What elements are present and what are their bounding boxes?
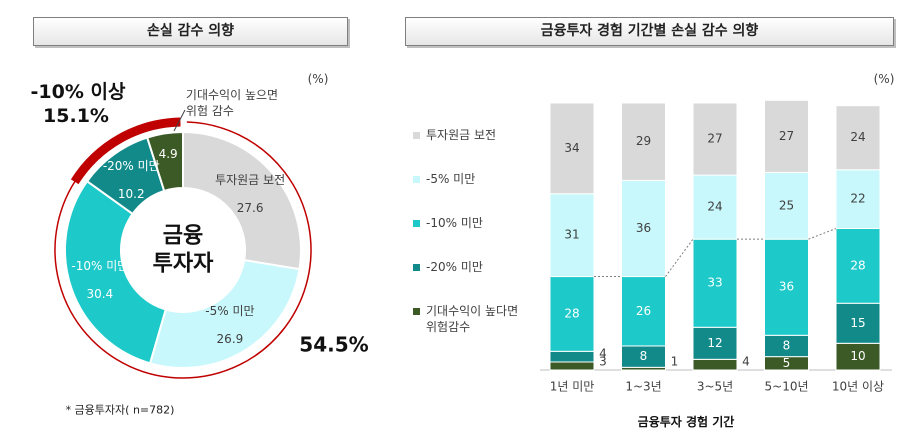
bar-segment — [764, 99, 809, 173]
highlight-arc — [70, 117, 181, 185]
value-label: 36 — [779, 280, 794, 294]
bar-segment — [621, 179, 666, 278]
annotation-label: -10% 이상 — [30, 81, 126, 104]
bar-segment — [692, 326, 738, 360]
bar-segment — [621, 276, 666, 347]
x-tick-label: 3~5년 — [697, 380, 733, 394]
bar-segment — [835, 105, 881, 171]
unit-label: (%) — [307, 71, 329, 86]
value-label: 25 — [779, 198, 794, 212]
value-label: 12 — [707, 336, 722, 350]
value-label: 28 — [564, 306, 579, 320]
value-label: 30.4 — [86, 286, 114, 301]
legend-swatch — [413, 264, 420, 271]
value-label: 3 — [599, 355, 607, 369]
center-label: 금융 투자자 — [152, 223, 214, 277]
value-label: 5 — [783, 356, 791, 370]
value-label: 22 — [850, 192, 865, 206]
segment-label: 투자원금 보전 — [215, 172, 286, 187]
bar-segment — [549, 102, 595, 195]
bar-segment — [835, 342, 881, 371]
bar-segment — [764, 238, 809, 336]
legend-label: 투자원금 보전 — [426, 128, 497, 142]
value-label: 24 — [707, 200, 722, 214]
bar-segment — [835, 227, 881, 304]
bar-segment — [692, 102, 738, 176]
donut-segment — [182, 130, 302, 271]
value-label: 10.2 — [117, 186, 145, 201]
value-label: 4 — [599, 346, 607, 360]
bar-segment — [621, 102, 666, 181]
segment-label: -10% 미만 — [71, 258, 129, 273]
legend-label: -5% 미만 — [426, 172, 476, 186]
bar-segment — [692, 358, 738, 371]
value-label: 29 — [636, 134, 651, 148]
connector — [808, 228, 837, 240]
legend-swatch — [413, 176, 420, 183]
chart-title: 금융투자 경험 기간별 손실 감수 의향 — [405, 17, 894, 46]
donut-segment — [148, 258, 301, 369]
segment-label: -5% 미만 — [205, 304, 255, 319]
value-label: 15 — [850, 316, 865, 330]
value-label: 27 — [707, 132, 722, 146]
value-label: 33 — [707, 276, 722, 290]
legend-label: 기대수익이 높다면 위험감수 — [426, 304, 519, 335]
x-tick-label: 5~10년 — [765, 380, 809, 394]
bar-segment — [835, 302, 881, 344]
legend-swatch — [413, 132, 420, 139]
value-label: 4.9 — [158, 147, 178, 162]
bar-segment — [692, 174, 738, 240]
chart-title: 손실 감수 의향 — [33, 17, 348, 46]
legend-label: -10% 미만 — [426, 216, 483, 230]
bracket-arc — [54, 121, 312, 379]
footnote: * 금융투자자( n=782) — [65, 403, 175, 417]
bar-segment — [835, 169, 881, 229]
value-label: 27.6 — [236, 200, 264, 215]
x-axis-title: 금융투자 경험 기간 — [637, 414, 735, 429]
value-label: 4 — [742, 355, 750, 369]
bar-segment — [764, 171, 809, 240]
bar-segment — [549, 361, 595, 371]
donut-segment — [64, 179, 167, 365]
value-label: 26.9 — [216, 332, 244, 347]
annotation-value: 15.1% — [43, 105, 109, 128]
value-label: 10 — [850, 349, 865, 363]
unit-label: (%) — [873, 71, 895, 86]
value-label: 27 — [779, 129, 794, 143]
value-label: 34 — [564, 141, 579, 155]
x-tick-label: 1~3년 — [625, 380, 661, 394]
value-label: 8 — [640, 349, 648, 363]
segment-label: -20% 미만 — [102, 158, 160, 173]
legend-swatch — [413, 220, 420, 227]
value-label: 31 — [564, 228, 579, 242]
value-label: 24 — [850, 130, 865, 144]
x-tick-label: 1년 미만 — [550, 380, 595, 394]
value-label: 26 — [636, 304, 651, 318]
donut-segment — [145, 130, 184, 193]
bar-segment — [692, 238, 738, 328]
annotation-value: 54.5% — [299, 332, 369, 357]
legend-label: -20% 미만 — [426, 260, 483, 274]
value-label: 36 — [636, 221, 651, 235]
bar-segment — [549, 350, 595, 363]
value-label: 8 — [783, 338, 791, 352]
leader-line — [173, 109, 186, 132]
connector — [665, 238, 694, 277]
x-tick-label: 10년 이상 — [832, 380, 884, 394]
segment-label: 기대수익이 높으면 위험 감수 — [185, 87, 279, 118]
value-label: 28 — [850, 258, 865, 272]
legend-swatch — [413, 308, 420, 315]
value-label: 1 — [671, 355, 679, 369]
